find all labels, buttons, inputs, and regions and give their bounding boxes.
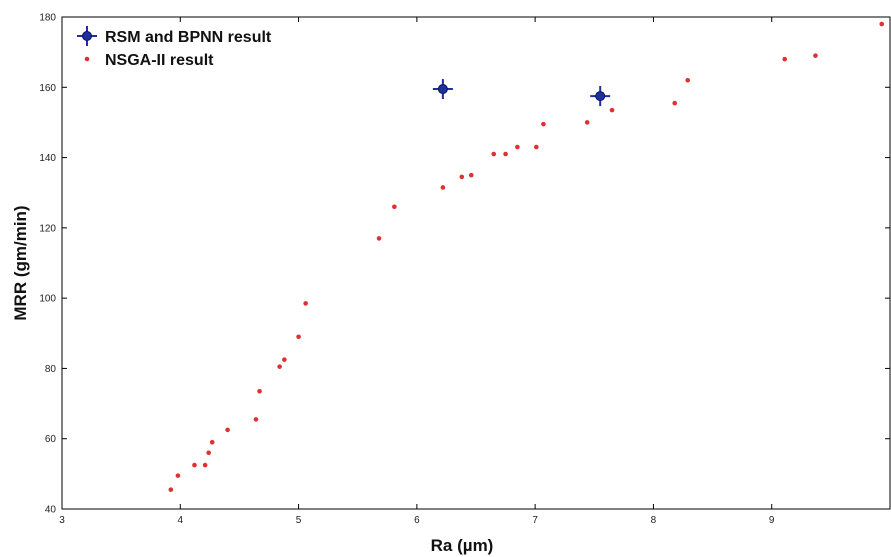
nsga-point <box>376 236 382 241</box>
nsga-point <box>175 473 181 478</box>
nsga-point <box>468 172 474 178</box>
x-axis-title: Ra (µm) <box>431 536 494 555</box>
nsga-point <box>440 185 446 190</box>
nsga-point <box>392 204 397 210</box>
nsga-point <box>609 107 615 113</box>
y-tick-label: 160 <box>39 83 56 94</box>
y-tick-label: 80 <box>45 364 57 375</box>
legend-marker-symbol <box>77 26 97 46</box>
nsga-point <box>277 364 282 369</box>
y-tick-label: 180 <box>39 13 56 24</box>
nsga-point <box>685 77 691 83</box>
nsga-point <box>491 151 497 157</box>
y-tick-label: 140 <box>39 153 56 164</box>
y-tick-label: 120 <box>39 223 56 234</box>
x-tick-label: 3 <box>59 515 65 526</box>
nsga-point <box>282 357 287 362</box>
nsga-point <box>515 144 520 150</box>
nsga-point <box>672 100 678 106</box>
x-tick-label: 4 <box>178 515 184 526</box>
legend-marker-symbol <box>84 56 90 62</box>
x-tick-label: 9 <box>769 515 775 526</box>
x-tick-label: 7 <box>532 515 538 526</box>
nsga-point <box>503 151 508 157</box>
nsga-point <box>534 144 539 150</box>
y-tick-labels: 40 60 80 100 120 140 160 180 <box>39 13 56 516</box>
data-points <box>168 21 885 492</box>
nsga-point <box>459 174 465 180</box>
rsm-bpnn-point <box>432 79 453 100</box>
plot-area <box>61 16 891 510</box>
nsga-point <box>541 121 546 127</box>
y-tick-label: 60 <box>45 434 57 445</box>
x-tick-label: 8 <box>651 515 657 526</box>
y-tick-label: 40 <box>45 505 57 516</box>
nsga-point <box>782 56 788 62</box>
nsga-point <box>202 462 208 468</box>
nsga-point <box>225 427 230 433</box>
rsm-bpnn-point <box>590 86 611 107</box>
nsga-point <box>257 388 262 394</box>
legend: RSM and BPNN result NSGA-II result <box>77 26 272 69</box>
axis-ticks <box>61 16 890 510</box>
nsga-point <box>584 120 590 125</box>
nsga-point <box>296 334 301 340</box>
x-tick-label: 5 <box>296 515 302 526</box>
nsga-point <box>253 417 259 422</box>
legend-label-rsm-bpnn: RSM and BPNN result <box>105 29 272 46</box>
y-axis-title: MRR (gm/min) <box>11 205 30 320</box>
nsga-point <box>209 439 215 445</box>
y-tick-label: 100 <box>39 294 56 305</box>
legend-label-nsga: NSGA-II result <box>105 52 214 69</box>
nsga-point <box>192 462 197 468</box>
legend-marker-nsga <box>84 56 90 62</box>
x-tick-labels: 3 4 5 6 7 8 9 <box>59 515 775 526</box>
nsga-point <box>813 53 818 58</box>
nsga-point <box>206 450 211 456</box>
x-tick-label: 6 <box>414 515 420 526</box>
nsga-point <box>168 487 174 492</box>
nsga-point <box>879 21 885 27</box>
legend-marker-rsm-bpnn <box>77 26 97 46</box>
nsga-point <box>303 301 308 306</box>
